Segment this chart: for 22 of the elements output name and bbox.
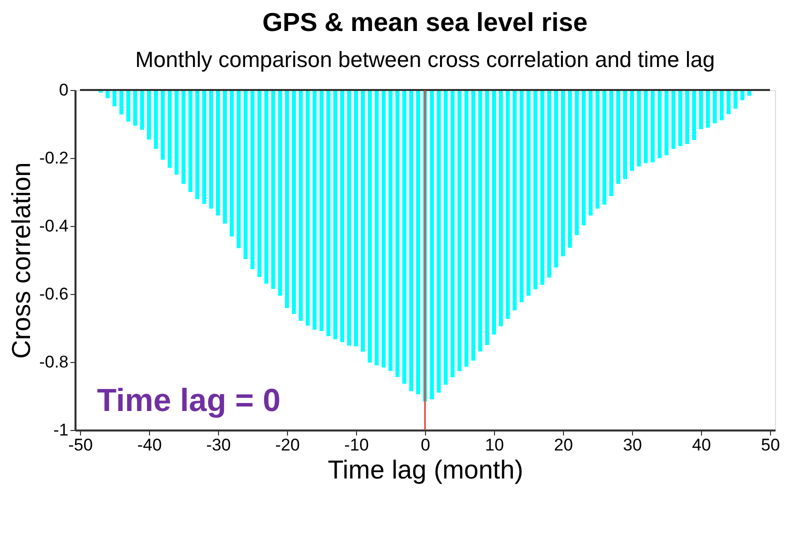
x-tick-label: -10 (344, 436, 369, 454)
x-tick-label: -30 (206, 436, 231, 454)
y-tick-label: 0 (59, 80, 68, 100)
x-tick-label: -40 (137, 436, 162, 454)
y-axis-title: Cross correlation (6, 162, 36, 359)
y-tick-label: -0.8 (39, 352, 68, 372)
x-tick-label: -20 (275, 436, 300, 454)
x-tick-label: 10 (485, 436, 504, 454)
x-tick-label: 50 (761, 436, 780, 454)
chart-title: GPS & mean sea level rise (262, 7, 588, 37)
x-axis-title: Time lag (month) (328, 454, 524, 484)
x-tick-label: -50 (68, 436, 93, 454)
chart-subtitle: Monthly comparison between cross correlation and time lag (135, 47, 715, 72)
x-tick-label: 30 (623, 436, 642, 454)
x-tick-label: 0 (420, 436, 430, 454)
annotation: Time lag = 0 (97, 382, 280, 418)
y-tick-label: -0.2 (39, 148, 68, 168)
y-tick-label: -0.6 (39, 284, 68, 304)
x-tick-label: 20 (554, 436, 573, 454)
y-tick-label: -0.4 (39, 216, 68, 236)
x-tick-label: 40 (692, 436, 711, 454)
y-tick-label: -1 (53, 420, 68, 440)
